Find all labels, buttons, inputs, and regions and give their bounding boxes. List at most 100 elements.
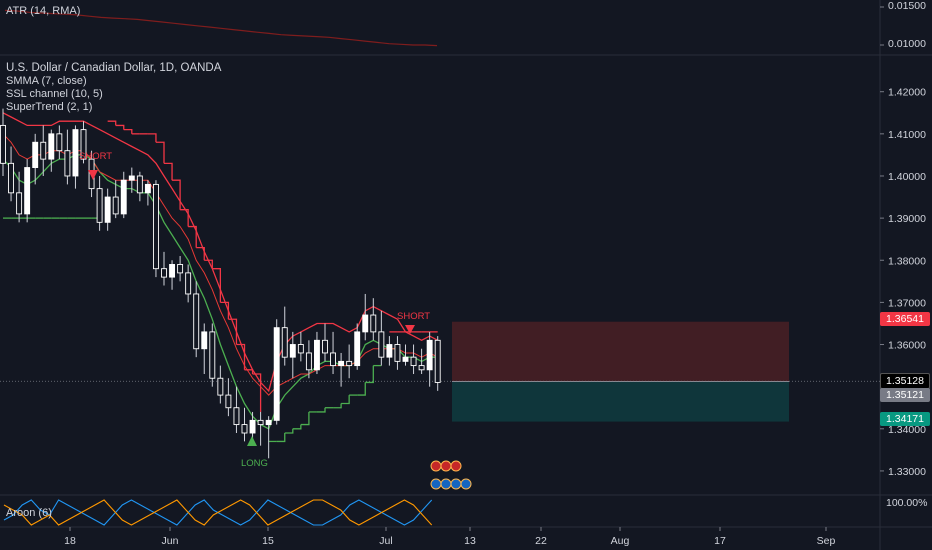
candle-body [217, 377, 224, 396]
supertrend-line [276, 433, 286, 443]
x-tick-label: 13 [464, 535, 476, 547]
legend-ssl-channel[interactable]: SSL channel (10, 5) [6, 88, 103, 100]
supertrend-line [341, 395, 350, 405]
candle-body [24, 167, 31, 215]
x-tick-label: Aug [611, 535, 630, 547]
candle-body [297, 344, 304, 354]
y-tick-label: 1.42000 [888, 87, 926, 99]
candle-body [136, 175, 143, 194]
event-icon [430, 478, 442, 490]
y-tick-label: 1.37000 [888, 297, 926, 309]
supertrend-line [284, 428, 294, 434]
supertrend-line [228, 318, 238, 345]
atr-legend[interactable]: ATR (14, RMA) [6, 5, 81, 17]
candle-body [185, 272, 192, 295]
x-tick-label: 22 [535, 535, 547, 547]
candle-body [305, 352, 312, 371]
target-price-tag: 1.36541 [880, 312, 930, 326]
candle-body [362, 314, 369, 333]
candle-body [177, 264, 184, 274]
event-icon [450, 460, 462, 472]
long-signal-label: LONG [241, 458, 268, 469]
supertrend-line [236, 343, 246, 370]
candle-body [386, 344, 393, 358]
stop-price-tag: 1.34171 [880, 412, 930, 426]
legend-smma[interactable]: SMMA (7, close) [6, 75, 87, 87]
candle-body [314, 339, 320, 371]
candle-body [120, 179, 127, 215]
candle-body [241, 424, 248, 434]
aroon-axis-tick: 100.00% [886, 497, 928, 509]
candle-body [273, 327, 280, 421]
candle-body [346, 360, 353, 367]
short-signal-label: SHORT [397, 311, 431, 322]
candle-body [249, 419, 256, 434]
y-tick-label: 1.34000 [888, 424, 926, 436]
supertrend-line [172, 179, 181, 210]
candle-body [16, 192, 23, 215]
symbol-title: U.S. Dollar / Canadian Dollar, 1D, OANDA [6, 62, 222, 74]
candle-body [48, 133, 55, 160]
candle-body [209, 331, 216, 379]
candle-body [40, 141, 47, 160]
y-tick-label: 1.41000 [888, 129, 926, 141]
x-tick-label: Jul [379, 535, 392, 547]
candle-body [402, 356, 409, 362]
candle-body [289, 344, 296, 358]
candle-body [233, 407, 240, 426]
supertrend-line [252, 373, 262, 412]
legend-supertrend[interactable]: SuperTrend (2, 1) [6, 101, 93, 113]
supertrend-line [212, 268, 222, 303]
supertrend-line [180, 209, 189, 227]
short-signal-marker [88, 170, 98, 180]
supertrend-line [147, 133, 157, 143]
candle-body [169, 264, 176, 278]
candle-body [128, 175, 135, 181]
candle-body [418, 365, 425, 371]
atr-axis-tick: 0.01500 [888, 0, 926, 12]
candle-body [338, 360, 345, 367]
candle-body [330, 352, 336, 367]
supertrend-line [333, 403, 342, 409]
x-tick-label: 15 [262, 535, 274, 547]
supertrend-line [155, 141, 165, 164]
entry-price-tag: 1.35121 [880, 388, 930, 402]
candle-body [410, 356, 417, 367]
supertrend-line [107, 120, 117, 126]
candle-body [265, 419, 272, 426]
candle-body [370, 314, 377, 333]
supertrend-line [204, 259, 213, 269]
candle-body [281, 327, 288, 358]
candle-body [8, 162, 15, 194]
y-tick-label: 1.36000 [888, 340, 926, 352]
x-tick-label: Jun [162, 535, 179, 547]
atr-line [4, 9, 438, 47]
long-signal-marker [247, 436, 257, 446]
event-icon [450, 478, 462, 490]
candle-body [104, 196, 111, 223]
candle-body [354, 331, 361, 367]
event-icon [440, 460, 452, 472]
reward-zone [452, 381, 789, 422]
candle-body [32, 141, 39, 169]
candle-body [144, 183, 151, 194]
y-tick-label: 1.38000 [888, 255, 926, 267]
candle-body [64, 150, 71, 177]
aroon-legend[interactable]: Aroon (6) [6, 507, 52, 519]
candle-body [257, 419, 264, 426]
event-icon [460, 478, 472, 490]
supertrend-line [365, 365, 374, 384]
supertrend-line [244, 369, 254, 375]
candle-body [161, 268, 167, 278]
short-signal-marker [405, 325, 415, 334]
event-icon [440, 478, 452, 490]
candle-body [152, 183, 159, 270]
supertrend-line [316, 407, 326, 413]
supertrend-line [164, 162, 173, 181]
x-tick-label: 18 [64, 535, 76, 547]
supertrend-line [292, 424, 302, 430]
supertrend-line [300, 411, 310, 426]
candle-body [0, 124, 6, 164]
candle-body [225, 394, 232, 409]
